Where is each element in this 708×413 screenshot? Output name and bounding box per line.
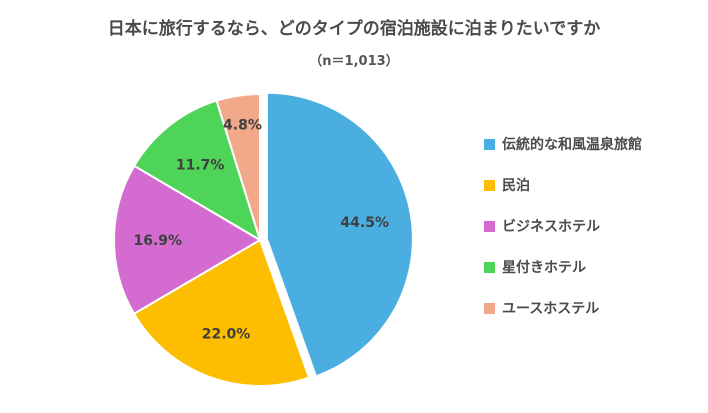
data-label: 11.7% [176,157,225,173]
pie-slice [132,99,262,243]
legend-swatch [484,138,495,150]
legend-label: ユースホステル [502,301,600,317]
legend-swatch [484,302,495,314]
pie-slice [132,238,311,387]
pie-slice [215,92,261,241]
legend-swatch [484,179,495,191]
legend-item: 伝統的な和風温泉旅館 [484,133,642,155]
legend-item: 民泊 [484,174,642,196]
legend-item: ビジネスホテル [484,215,642,237]
legend-label: 民泊 [502,178,530,194]
legend-item: ユースホステル [484,297,642,319]
legend-swatch [484,220,495,232]
legend-label: 伝統的な和風温泉旅館 [502,137,642,153]
chart-subtitle: （n＝1,013） [309,54,399,69]
data-label: 4.8% [223,118,262,134]
legend-swatch [484,261,495,273]
legend-label: 星付きホテル [502,260,586,276]
legend-label: ビジネスホテル [502,219,600,235]
chart-title: 日本に旅行するなら、どのタイプの宿泊施設に泊まりたいですか [107,19,601,39]
legend: 伝統的な和風温泉旅館 民泊ビジネスホテル 星付きホテル ユースホステル [484,133,642,338]
data-label: 22.0% [202,326,251,342]
pie-slice [265,91,414,378]
legend-item: 星付きホテル [484,256,642,278]
data-label: 16.9% [134,233,183,249]
data-label: 44.5% [340,215,389,231]
pie-slice [113,164,262,316]
